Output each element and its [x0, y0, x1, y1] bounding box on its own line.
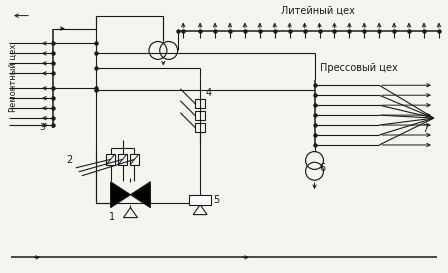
Text: 6: 6	[319, 163, 326, 173]
Bar	[195, 111, 205, 120]
Polygon shape	[111, 182, 130, 208]
Bar	[195, 99, 205, 108]
Bar	[118, 154, 127, 165]
Text: Ремонтный цех: Ремонтный цех	[9, 44, 17, 112]
Text: Прессовый цех: Прессовый цех	[320, 63, 398, 73]
Polygon shape	[130, 182, 151, 208]
Text: 2: 2	[66, 155, 72, 165]
Bar	[106, 154, 115, 165]
Bar	[189, 195, 211, 205]
Text: 5: 5	[213, 195, 220, 205]
Text: Литейный цех: Литейный цех	[280, 6, 354, 16]
Text: 7: 7	[422, 124, 428, 134]
Bar	[130, 154, 139, 165]
Bar	[195, 123, 205, 132]
Text: 3: 3	[39, 123, 45, 132]
Text: 1: 1	[108, 212, 115, 222]
Text: 4: 4	[205, 88, 211, 98]
